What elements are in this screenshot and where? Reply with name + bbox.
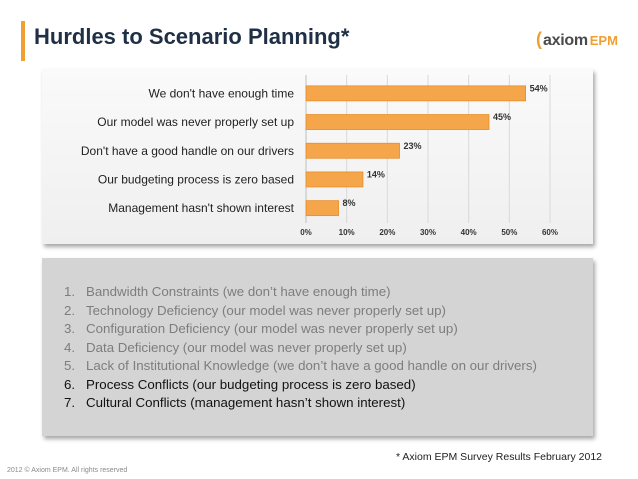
- chart-x-tick-label: 20%: [379, 228, 395, 237]
- chart-bar: [305, 142, 400, 159]
- list-item-text: Technology Deficiency (our model was nev…: [86, 302, 446, 318]
- title-accent-bar: [21, 21, 25, 61]
- chart-x-tick-label: 10%: [339, 228, 355, 237]
- chart-category-label: We don't have enough time: [149, 86, 295, 100]
- list-item: 6. Process Conflicts (our budgeting proce…: [64, 376, 537, 395]
- list-item-number: 5.: [64, 358, 76, 373]
- bar-chart: We don't have enough time 54% Our model wa…: [81, 75, 558, 237]
- list-item-text: Lack of Institutional Knowledge (we don’…: [86, 358, 537, 373]
- survey-footnote: * Axiom EPM Survey Results February 2012: [396, 451, 603, 463]
- chart-bar: [305, 114, 490, 130]
- logo-mark-icon: (: [536, 29, 542, 49]
- logo-word: axiom: [543, 32, 588, 49]
- chart-value-label: 54%: [530, 83, 548, 93]
- chart-bar: [305, 85, 527, 102]
- axiom-epm-logo: ( axiom EPM: [536, 29, 618, 50]
- list-item-number: 1.: [64, 284, 76, 299]
- chart-category-label: Our model was never properly set up: [97, 115, 294, 129]
- list-item-number: 3.: [64, 321, 76, 336]
- copyright-notice: 2012 © Axiom EPM. All rights reserved: [7, 467, 128, 474]
- chart-panel: We don't have enough time 54% Our model wa…: [42, 69, 593, 244]
- list-item-text: Process Conflicts (our budgeting process…: [86, 376, 416, 392]
- chart-x-tick-label: 0%: [300, 228, 312, 237]
- list-item-text: Bandwidth Constraints (we don’t have eno…: [86, 284, 391, 299]
- list-item-number: 4.: [64, 339, 76, 355]
- list-item: 2. Technology Deficiency (our model was n…: [64, 302, 537, 321]
- slide-title: Hurdles to Scenario Planning*: [34, 24, 350, 49]
- hurdles-list-panel: [42, 258, 593, 436]
- chart-bar: [305, 200, 339, 217]
- chart-category-label: Our budgeting process is zero based: [98, 172, 294, 186]
- list-item-text: Configuration Deficiency (our model was …: [86, 321, 458, 336]
- chart-x-tick-label: 30%: [420, 228, 436, 237]
- chart-category-label: Don't have a good handle on our drivers: [81, 144, 294, 158]
- list-item-number: 6.: [64, 376, 76, 392]
- chart-bar: [305, 171, 364, 188]
- chart-x-tick-label: 60%: [542, 228, 558, 237]
- chart-x-tick-label: 40%: [461, 228, 477, 237]
- logo-suffix: EPM: [589, 33, 618, 48]
- list-item: 5. Lack of Institutional Knowledge (we do…: [64, 357, 537, 376]
- chart-value-label: 45%: [493, 112, 511, 122]
- list-item: 7. Cultural Conflicts (management hasn’t …: [64, 394, 537, 413]
- hurdles-list: 1. Bandwidth Constraints (we don’t have e…: [64, 283, 537, 413]
- list-item-number: 7.: [64, 395, 76, 410]
- chart-value-label: 14%: [367, 169, 385, 179]
- chart-x-tick-label: 50%: [501, 228, 517, 237]
- chart-value-label: 23%: [404, 141, 422, 151]
- chart-category-label: Management hasn't shown interest: [108, 201, 294, 215]
- list-item: 1. Bandwidth Constraints (we don’t have e…: [64, 283, 537, 302]
- list-item: 4. Data Deficiency (our model was never p…: [64, 339, 537, 358]
- list-item-number: 2.: [64, 302, 76, 318]
- list-item-text: Data Deficiency (our model was never pro…: [86, 339, 407, 355]
- list-item-text: Cultural Conflicts (management hasn’t sh…: [86, 395, 406, 410]
- list-item: 3. Configuration Deficiency (our model wa…: [64, 320, 537, 339]
- chart-value-label: 8%: [343, 198, 356, 208]
